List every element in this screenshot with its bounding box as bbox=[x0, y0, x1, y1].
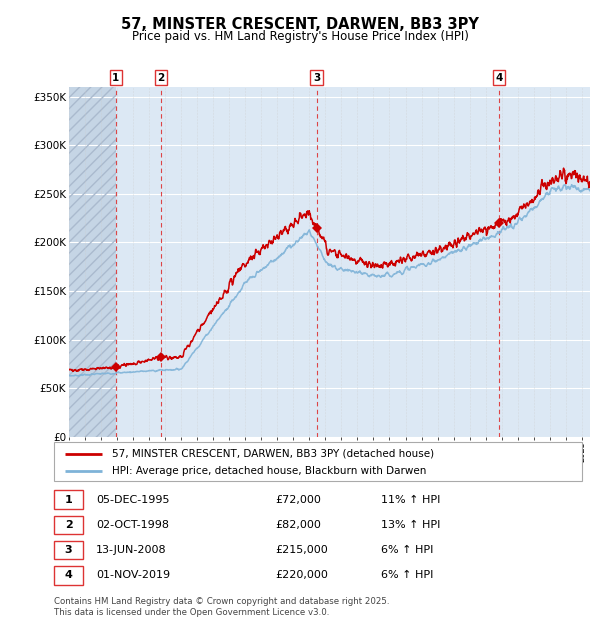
Text: 2: 2 bbox=[158, 73, 165, 82]
Text: 1: 1 bbox=[65, 495, 73, 505]
Text: £82,000: £82,000 bbox=[276, 520, 322, 530]
Text: 2: 2 bbox=[65, 520, 73, 530]
Text: 4: 4 bbox=[65, 570, 73, 580]
Bar bbox=[69, 87, 116, 437]
Text: 11% ↑ HPI: 11% ↑ HPI bbox=[382, 495, 441, 505]
Text: 6% ↑ HPI: 6% ↑ HPI bbox=[382, 545, 434, 555]
Text: 3: 3 bbox=[313, 73, 320, 82]
Text: 4: 4 bbox=[495, 73, 503, 82]
Text: £220,000: £220,000 bbox=[276, 570, 329, 580]
Bar bbox=[54, 541, 83, 559]
Text: 02-OCT-1998: 02-OCT-1998 bbox=[96, 520, 169, 530]
Text: 3: 3 bbox=[65, 545, 73, 555]
Text: 05-DEC-1995: 05-DEC-1995 bbox=[96, 495, 170, 505]
Text: 57, MINSTER CRESCENT, DARWEN, BB3 3PY (detached house): 57, MINSTER CRESCENT, DARWEN, BB3 3PY (d… bbox=[112, 449, 434, 459]
Text: £215,000: £215,000 bbox=[276, 545, 329, 555]
Text: 13-JUN-2008: 13-JUN-2008 bbox=[96, 545, 167, 555]
Text: 01-NOV-2019: 01-NOV-2019 bbox=[96, 570, 170, 580]
Text: HPI: Average price, detached house, Blackburn with Darwen: HPI: Average price, detached house, Blac… bbox=[112, 466, 427, 476]
Text: 1: 1 bbox=[112, 73, 119, 82]
Bar bbox=[54, 490, 83, 509]
Bar bbox=[54, 516, 83, 534]
Text: 13% ↑ HPI: 13% ↑ HPI bbox=[382, 520, 441, 530]
Text: Price paid vs. HM Land Registry's House Price Index (HPI): Price paid vs. HM Land Registry's House … bbox=[131, 30, 469, 43]
Text: Contains HM Land Registry data © Crown copyright and database right 2025.
This d: Contains HM Land Registry data © Crown c… bbox=[54, 598, 389, 617]
Bar bbox=[54, 566, 83, 585]
Text: 57, MINSTER CRESCENT, DARWEN, BB3 3PY: 57, MINSTER CRESCENT, DARWEN, BB3 3PY bbox=[121, 17, 479, 32]
Bar bbox=[69, 87, 116, 437]
Text: 6% ↑ HPI: 6% ↑ HPI bbox=[382, 570, 434, 580]
Text: £72,000: £72,000 bbox=[276, 495, 322, 505]
